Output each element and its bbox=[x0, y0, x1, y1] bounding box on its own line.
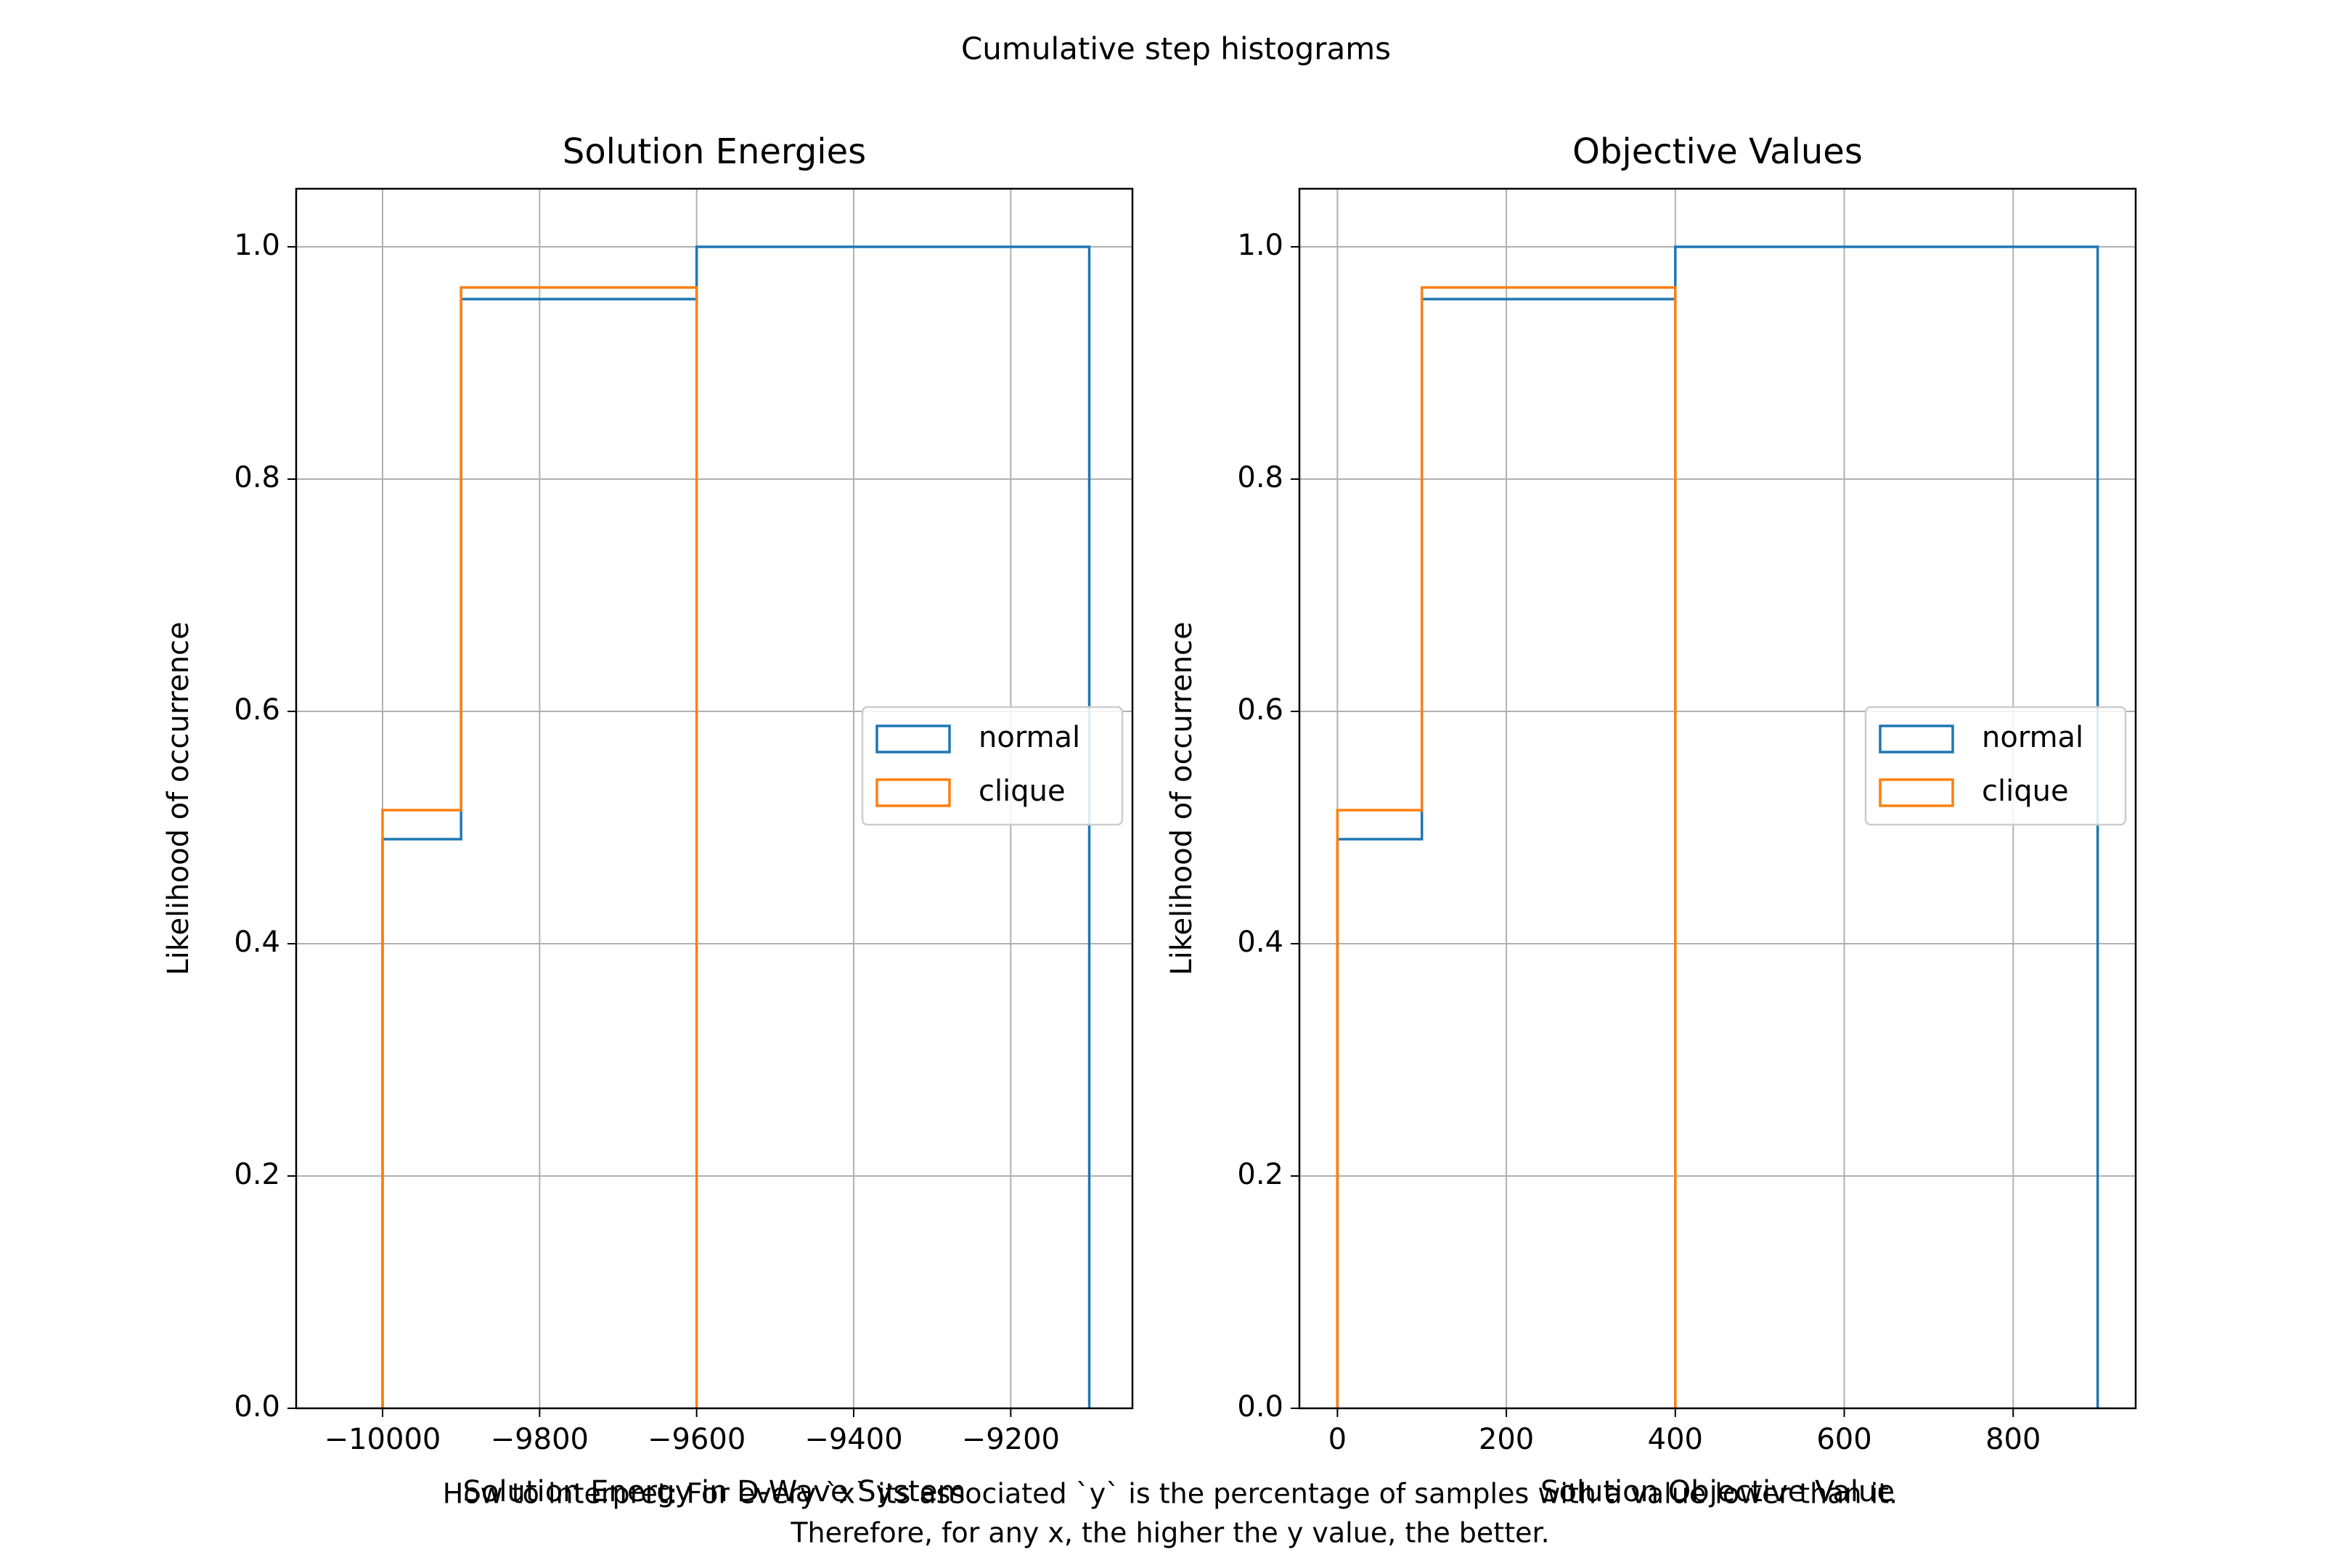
series-clique-step-line bbox=[1336, 286, 1677, 1408]
footnote-line-2: Therefore, for any x, the higher the y v… bbox=[790, 1517, 1549, 1549]
x-tick-label: 400 bbox=[1648, 1423, 1703, 1456]
legend-label-clique: clique bbox=[979, 775, 1066, 808]
legend-label-clique: clique bbox=[1982, 775, 2069, 808]
legend-box bbox=[861, 706, 1124, 826]
y-tick-label: 1.0 bbox=[1237, 229, 1283, 262]
x-tick-label: −10000 bbox=[324, 1423, 441, 1456]
series-normal-step-line bbox=[381, 245, 1091, 1408]
series-normal-step-line bbox=[1336, 245, 2099, 1408]
chart-title: Objective Values bbox=[1572, 131, 1863, 172]
series-clique-step-line bbox=[381, 286, 698, 1408]
legend-swatch-normal bbox=[875, 724, 951, 754]
y-tick-label: 0.0 bbox=[234, 1390, 280, 1424]
chart-objective-values: 0 200 400 600 800 0.0 0.2 0.4 0.6 0.8 1.0 Objective… bbox=[1165, 131, 2137, 1508]
chart-solution-energies: −10000 −9800 −9600 −9400 −9200 0.0 0.2 0.4 0.6 0.… bbox=[162, 131, 1134, 1508]
x-tick-label: −9600 bbox=[648, 1423, 746, 1456]
y-tick-label: 0.4 bbox=[234, 926, 280, 959]
x-tick-label: 0 bbox=[1328, 1423, 1347, 1456]
x-tick-label: 200 bbox=[1479, 1423, 1534, 1456]
figure-suptitle: Cumulative step histograms bbox=[961, 31, 1391, 67]
x-tick-label: 800 bbox=[1985, 1423, 2041, 1456]
chart-title: Solution Energies bbox=[563, 131, 866, 172]
y-tick-label: 0.8 bbox=[1237, 461, 1283, 494]
legend-swatch-normal bbox=[1879, 724, 1954, 754]
x-tick-label: −9800 bbox=[491, 1423, 589, 1456]
y-tick-label: 0.8 bbox=[234, 461, 280, 494]
y-axis-label: Likelihood of occurrence bbox=[1165, 621, 1199, 975]
x-axis-label: Solution Objective Value bbox=[1540, 1475, 1895, 1508]
x-tick-label: −9400 bbox=[804, 1423, 902, 1456]
axes-frame bbox=[1298, 187, 2137, 1410]
axes-frame bbox=[295, 187, 1134, 1410]
y-tick-label: 0.2 bbox=[1237, 1158, 1283, 1191]
legend-label-normal: normal bbox=[979, 721, 1080, 754]
y-tick-label: 0.2 bbox=[234, 1158, 280, 1191]
y-tick-label: 0.6 bbox=[234, 693, 280, 727]
y-tick-label: 0.0 bbox=[1237, 1390, 1283, 1424]
y-tick-label: 1.0 bbox=[234, 229, 280, 262]
y-tick-label: 0.6 bbox=[1237, 693, 1283, 727]
y-axis-label: Likelihood of occurrence bbox=[162, 621, 195, 975]
footnote-line-1: How to interpret: For every `x` its asso… bbox=[443, 1478, 1898, 1510]
x-axis-label: Solution Energy in D-Wave System bbox=[463, 1475, 966, 1508]
y-tick-label: 0.4 bbox=[1237, 926, 1283, 959]
legend-swatch-clique bbox=[1879, 778, 1954, 807]
legend-box bbox=[1864, 706, 2127, 826]
x-tick-label: 600 bbox=[1816, 1423, 1871, 1456]
legend-swatch-clique bbox=[875, 778, 951, 807]
legend-label-normal: normal bbox=[1982, 721, 2083, 754]
x-tick-label: −9200 bbox=[962, 1423, 1060, 1456]
